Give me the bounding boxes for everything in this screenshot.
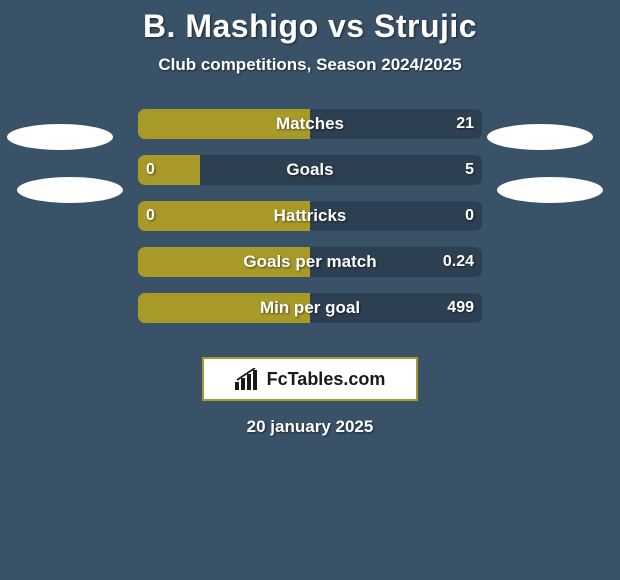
footer-logo[interactable]: FcTables.com [202, 357, 418, 401]
stat-bar [138, 109, 482, 139]
stat-value-right: 499 [447, 293, 474, 323]
stat-value-right: 21 [456, 109, 474, 139]
infographic-canvas: B. Mashigo vs Strujic Club competitions,… [0, 0, 620, 580]
stat-value-right: 5 [465, 155, 474, 185]
bars-icon [235, 368, 261, 390]
stat-row: Hattricks00 [0, 201, 620, 247]
bar-fill-left [138, 293, 310, 323]
stat-value-right: 0.24 [443, 247, 474, 277]
stat-value-left: 0 [146, 155, 155, 185]
player-photo-placeholder [7, 124, 113, 150]
page-title: B. Mashigo vs Strujic [0, 8, 620, 45]
stat-row: Min per goal499 [0, 293, 620, 339]
stat-row: Goals per match0.24 [0, 247, 620, 293]
date-text: 20 january 2025 [0, 417, 620, 437]
stat-bar [138, 293, 482, 323]
footer-logo-text: FcTables.com [267, 369, 386, 390]
stat-value-left: 0 [146, 201, 155, 231]
bar-fill-right [310, 201, 482, 231]
bar-fill-left [138, 247, 310, 277]
bar-fill-left [138, 201, 310, 231]
subtitle: Club competitions, Season 2024/2025 [0, 55, 620, 75]
player-photo-placeholder [497, 177, 603, 203]
stat-bar [138, 155, 482, 185]
bar-fill-right [200, 155, 482, 185]
stat-value-right: 0 [465, 201, 474, 231]
player-photo-placeholder [487, 124, 593, 150]
player-photo-placeholder [17, 177, 123, 203]
stat-bar [138, 201, 482, 231]
bar-fill-left [138, 109, 310, 139]
stat-bar [138, 247, 482, 277]
